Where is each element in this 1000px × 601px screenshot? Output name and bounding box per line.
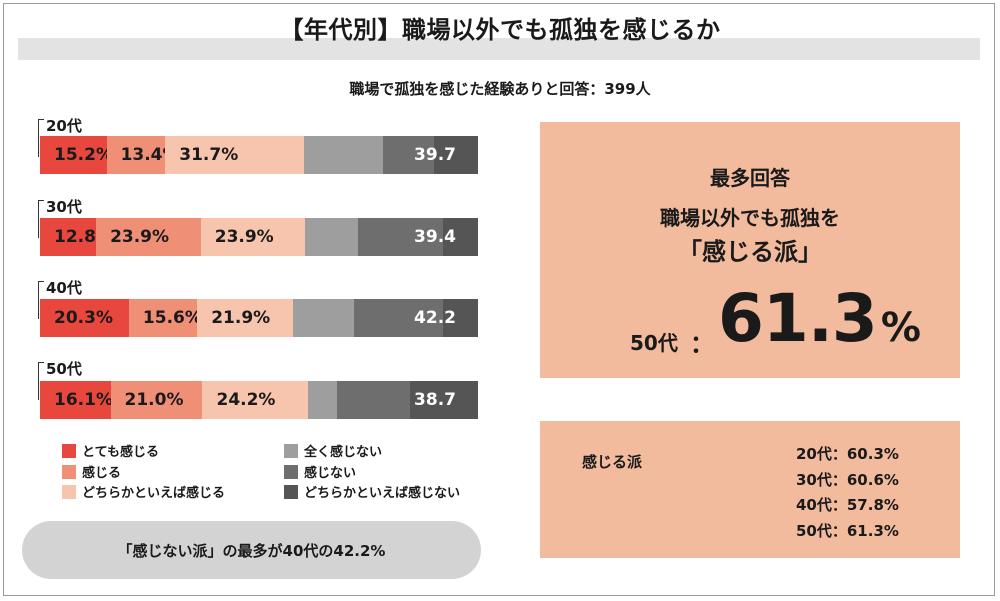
highlight-unit: % <box>880 305 921 351</box>
title-band <box>18 38 980 60</box>
bar-segment: 23.9% <box>96 218 201 256</box>
bar-segment: 21.0% <box>110 381 203 419</box>
segment-value-label: 15.6% <box>142 308 202 328</box>
summary-box: 感じる派 20代：60.3% 30代：60.6% 40代：57.8% 50代：6… <box>540 421 960 558</box>
legend-label: 全く感じない <box>304 445 383 460</box>
combined-value-label: 38.7 <box>414 390 456 410</box>
legend-swatch <box>284 484 298 499</box>
bar-segment <box>305 218 358 256</box>
bar-segment <box>357 218 443 256</box>
legend-swatch <box>284 464 298 479</box>
bar-segment <box>308 381 338 419</box>
highlight-value-wrap: 61.3% <box>718 280 921 357</box>
segment-value-label: 23.9% <box>110 227 170 247</box>
stacked-bar: 12.8% 23.9% 23.9% 39.4 <box>40 218 478 256</box>
legend-swatch <box>284 443 298 458</box>
legend-label: どちらかといえば感じる <box>82 486 226 501</box>
segment-value-label: 24.2% <box>216 390 276 410</box>
highlight-value: 61.3 <box>718 280 878 357</box>
segment-value-label: 23.9% <box>214 227 274 247</box>
segment-value-label: 21.9% <box>211 308 271 328</box>
stacked-bar: 20.3% 15.6% 21.9% 42.2 <box>40 299 478 337</box>
bar-segment <box>354 299 443 337</box>
segment-value-label: 13.4% <box>120 145 180 165</box>
bar-segment: 12.8% <box>40 218 113 256</box>
legend-item: どちらかといえば感じない <box>284 482 460 501</box>
bar-segment <box>382 136 435 174</box>
highlight-line3: 「感じる派」 <box>678 238 822 266</box>
highlight-age: 50代 <box>630 331 678 355</box>
bar-segment <box>293 299 355 337</box>
age-group-label: 20代 <box>46 117 82 135</box>
legend-item: 全く感じない <box>284 441 382 460</box>
summary-row: 30代：60.6% <box>796 471 899 489</box>
bar-segment <box>337 381 410 419</box>
group-bracket <box>38 362 44 400</box>
highlight-line2: 職場以外でも孤独を <box>660 206 840 230</box>
bar-segment: 31.7% <box>165 136 305 174</box>
chart-title: 【年代別】職場以外でも孤独を感じるか <box>279 16 721 44</box>
legend-item: とても感じる <box>62 441 159 460</box>
bar-segment: 23.9% <box>200 218 306 256</box>
bar-segment: 13.4% <box>106 136 180 174</box>
bar-segment <box>442 299 478 337</box>
legend-label: 感じない <box>304 466 357 481</box>
highlight-colon: ： <box>690 330 714 358</box>
segment-value-label: 20.3% <box>54 308 113 328</box>
segment-value-label: 31.7% <box>179 145 239 165</box>
bar-segment: 15.6% <box>128 299 202 337</box>
highlight-box: 最多回答 職場以外でも孤独を 「感じる派」 50代 ： 61.3% <box>540 122 960 378</box>
legend-swatch <box>62 443 76 458</box>
group-bracket <box>38 281 44 319</box>
segment-value-label: 16.1% <box>54 390 113 410</box>
bar-segment: 24.2% <box>202 381 309 419</box>
segment-value-label: 21.0% <box>124 390 184 410</box>
bar-segment: 16.1% <box>40 381 113 419</box>
group-bracket <box>38 119 44 157</box>
age-group-label: 50代 <box>46 360 82 378</box>
legend-swatch <box>62 464 76 479</box>
combined-value-label: 39.7 <box>414 145 456 165</box>
note-text: 「感じない派」の最多が40代の42.2% <box>117 541 386 560</box>
segment-value-label: 15.2% <box>54 145 113 165</box>
legend-label: 感じる <box>82 466 122 481</box>
bar-segment <box>409 381 478 419</box>
bar-segment <box>434 136 478 174</box>
bar-segment <box>442 218 478 256</box>
chart-subtitle: 職場で孤独を感じた経験ありと回答：399人 <box>349 80 651 98</box>
legend-swatch <box>62 484 76 499</box>
legend-item: どちらかといえば感じる <box>62 482 225 501</box>
legend-label: どちらかといえば感じない <box>304 486 461 501</box>
bar-segment: 15.2% <box>40 136 113 174</box>
legend-item: 感じない <box>284 462 356 481</box>
legend-label: とても感じる <box>82 445 159 460</box>
summary-head: 感じる派 <box>582 453 643 471</box>
combined-value-label: 39.4 <box>414 227 456 247</box>
summary-row: 50代：61.3% <box>796 522 899 540</box>
stacked-bar: 15.2% 13.4% 31.7% 39.7 <box>40 136 478 174</box>
group-bracket <box>38 200 44 238</box>
summary-row: 20代：60.3% <box>796 445 899 463</box>
combined-value-label: 42.2 <box>414 308 456 328</box>
bar-segment <box>304 136 383 174</box>
stacked-bar: 16.1% 21.0% 24.2% 38.7 <box>40 381 478 419</box>
bar-segment: 20.3% <box>40 299 129 337</box>
note-pill: 「感じない派」の最多が40代の42.2% <box>22 521 481 579</box>
summary-row: 40代：57.8% <box>796 496 899 514</box>
age-group-label: 40代 <box>46 279 82 297</box>
legend-item: 感じる <box>62 462 121 481</box>
bar-segment: 21.9% <box>197 299 294 337</box>
highlight-line1: 最多回答 <box>710 166 790 190</box>
age-group-label: 30代 <box>46 198 82 216</box>
